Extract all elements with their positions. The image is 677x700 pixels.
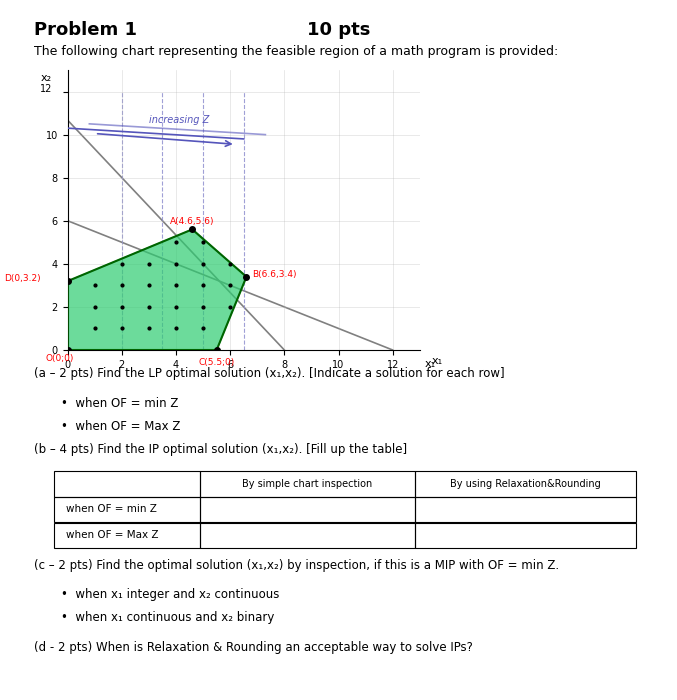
Bar	[415, 496, 636, 522]
Text: A(4.6,5.6): A(4.6,5.6)	[170, 217, 215, 226]
Bar	[54, 471, 200, 496]
Text: •  when OF = Max Z: • when OF = Max Z	[61, 420, 180, 433]
Bar	[54, 523, 200, 548]
Text: x₂: x₂	[41, 73, 51, 83]
Text: By simple chart inspection: By simple chart inspection	[242, 479, 372, 489]
Text: C(5.5;0): C(5.5;0)	[198, 358, 235, 367]
Text: (d - 2 pts) When is Relaxation & Rounding an acceptable way to solve IPs?: (d - 2 pts) When is Relaxation & Roundin…	[34, 641, 473, 654]
Text: By using Relaxation&Rounding: By using Relaxation&Rounding	[450, 479, 601, 489]
Text: The following chart representing the feasible region of a math program is provid: The following chart representing the fea…	[34, 46, 558, 59]
Text: •  when x₁ integer and x₂ continuous: • when x₁ integer and x₂ continuous	[61, 588, 280, 601]
Text: Problem 1: Problem 1	[34, 21, 137, 39]
Text: D(0,3.2): D(0,3.2)	[4, 274, 41, 283]
Text: increasing Z: increasing Z	[149, 115, 209, 125]
Text: •  when OF = min Z: • when OF = min Z	[61, 397, 178, 410]
Text: when OF = min Z: when OF = min Z	[66, 504, 156, 514]
Text: •  when x₁ continuous and x₂ binary: • when x₁ continuous and x₂ binary	[61, 611, 274, 624]
Text: 10 pts: 10 pts	[307, 21, 370, 39]
Text: (a – 2 pts) Find the LP optimal solution (x₁,x₂). [Indicate a solution for each : (a – 2 pts) Find the LP optimal solution…	[34, 368, 504, 381]
X-axis label: x₁: x₁	[432, 356, 443, 365]
Bar	[200, 471, 415, 496]
Bar	[200, 523, 415, 548]
Text: 12: 12	[40, 83, 52, 94]
Bar	[54, 496, 200, 522]
Bar	[415, 523, 636, 548]
Text: (b – 4 pts) Find the IP optimal solution (x₁,x₂). [Fill up the table]: (b – 4 pts) Find the IP optimal solution…	[34, 443, 407, 456]
Text: B(6.6,3.4): B(6.6,3.4)	[252, 270, 297, 279]
Text: when OF = Max Z: when OF = Max Z	[66, 531, 158, 540]
Polygon shape	[68, 230, 246, 350]
Bar	[200, 496, 415, 522]
Bar	[415, 471, 636, 496]
Text: x₁: x₁	[425, 359, 436, 369]
Text: O(0;0): O(0;0)	[45, 354, 74, 363]
Text: (c – 2 pts) Find the optimal solution (x₁,x₂) by inspection, if this is a MIP wi: (c – 2 pts) Find the optimal solution (x…	[34, 559, 559, 572]
